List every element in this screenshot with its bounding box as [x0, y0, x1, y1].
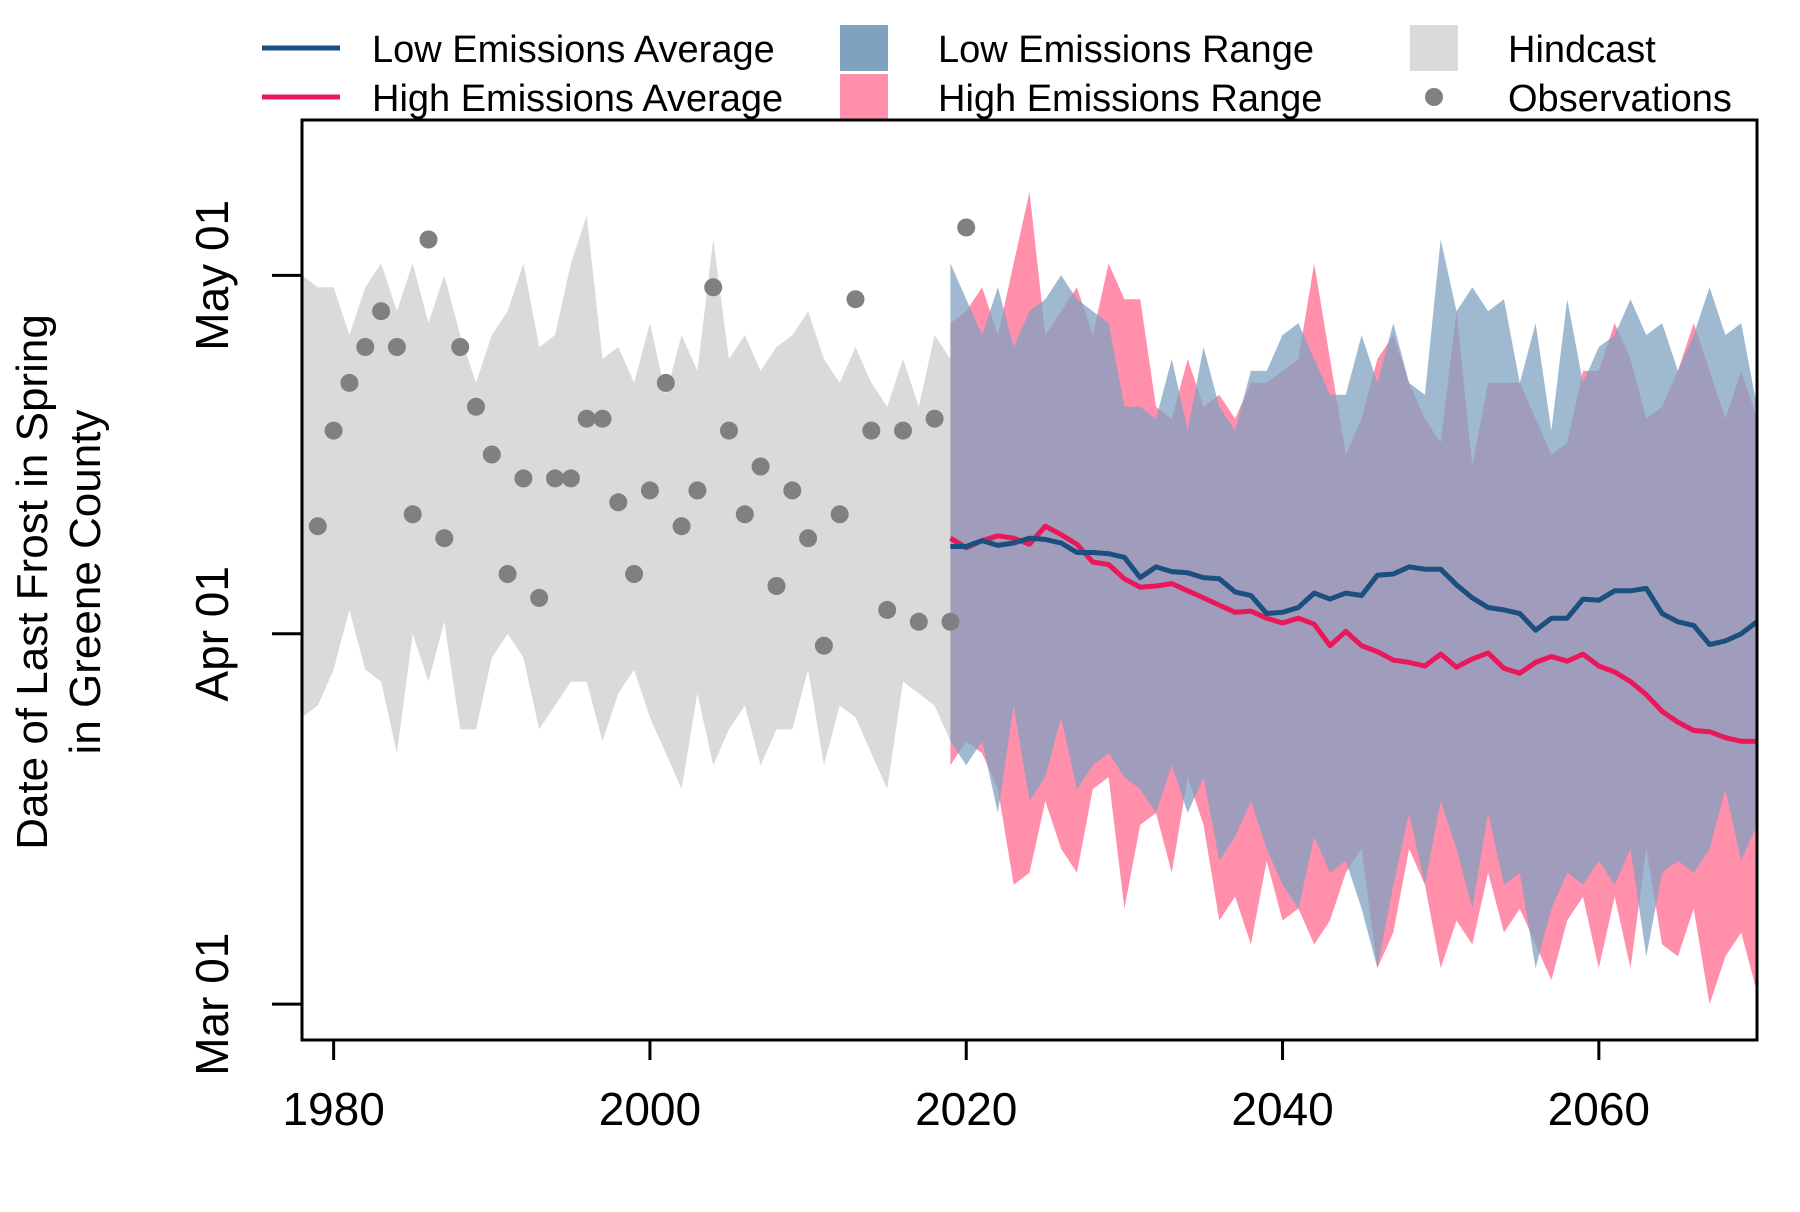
observation-point — [467, 397, 485, 416]
observation-point — [862, 421, 881, 440]
x-tick-label: 2060 — [1548, 1083, 1650, 1135]
x-tick-label: 2040 — [1231, 1083, 1333, 1135]
observation-point — [814, 636, 833, 655]
plot-area — [302, 191, 1757, 1005]
observation-point — [387, 338, 406, 356]
observation-point — [767, 577, 786, 595]
legend: Low Emissions Average High Emissions Ave… — [262, 25, 1732, 120]
observation-point — [561, 469, 580, 488]
plot-frame — [300, 118, 1759, 1042]
observation-point — [909, 612, 928, 631]
observation-point — [830, 505, 849, 524]
legend-high-range-label: High Emissions Range — [938, 78, 1322, 120]
observation-point — [625, 565, 644, 583]
observation-point — [419, 230, 438, 249]
observation-point — [656, 373, 675, 392]
observation-point — [640, 481, 659, 500]
observation-point — [482, 445, 501, 464]
observation-point — [925, 409, 944, 428]
observation-point — [957, 218, 976, 237]
legend-low-average-label: Low Emissions Average — [372, 29, 775, 71]
legend-low-range-label: Low Emissions Range — [938, 29, 1314, 71]
observation-point — [324, 421, 343, 440]
y-axis-label-line-2: in Greene County — [61, 410, 110, 755]
observation-point — [356, 338, 375, 356]
observation-point — [609, 493, 628, 512]
observation-point — [720, 421, 738, 440]
observation-point — [514, 469, 533, 488]
legend-high-range-swatch — [840, 74, 888, 120]
observation-point — [704, 278, 723, 297]
legend-observations-swatch — [1425, 88, 1443, 106]
y-tick-label: May 01 — [186, 200, 238, 351]
low-emissions-average-line — [950, 535, 1757, 647]
legend-hindcast-label: Hindcast — [1508, 29, 1656, 71]
observation-point — [498, 565, 517, 583]
observation-point — [878, 600, 897, 619]
observation-point — [577, 409, 596, 428]
legend-hindcast-swatch — [1410, 25, 1458, 71]
observation-point — [546, 469, 564, 488]
observation-point — [451, 338, 470, 356]
axes: 1980 2000 2020 2040 2060 Mar 01 Apr 01 May 01 — [186, 200, 1650, 1135]
observation-point — [308, 517, 327, 536]
observation-point — [751, 457, 770, 476]
observation-point — [735, 505, 754, 524]
x-tick-label: 2020 — [915, 1083, 1017, 1135]
observation-point — [593, 409, 612, 428]
x-tick-label: 2000 — [599, 1083, 701, 1135]
observation-point — [894, 421, 912, 440]
observation-point — [799, 529, 818, 548]
observation-point — [403, 505, 422, 524]
observation-point — [783, 481, 802, 500]
observation-point — [372, 302, 391, 321]
y-tick-label: Mar 01 — [186, 933, 238, 1076]
y-axis-label: Date of Last Frost in Spring in Greene C… — [8, 314, 110, 850]
legend-low-range-swatch — [840, 25, 888, 71]
observation-point — [530, 588, 549, 607]
legend-observations-label: Observations — [1508, 78, 1732, 120]
x-tick-label: 1980 — [282, 1083, 384, 1135]
legend-high-average-label: High Emissions Average — [372, 78, 783, 120]
observation-point — [340, 373, 359, 392]
observation-point — [672, 517, 691, 536]
observation-point — [846, 290, 865, 309]
observation-point — [435, 529, 454, 548]
y-tick-label: Apr 01 — [186, 566, 238, 702]
observation-point — [688, 481, 707, 500]
low-emissions-range-band — [950, 239, 1757, 969]
observation-point — [941, 612, 960, 631]
y-axis-label-line-1: Date of Last Frost in Spring — [8, 314, 57, 850]
